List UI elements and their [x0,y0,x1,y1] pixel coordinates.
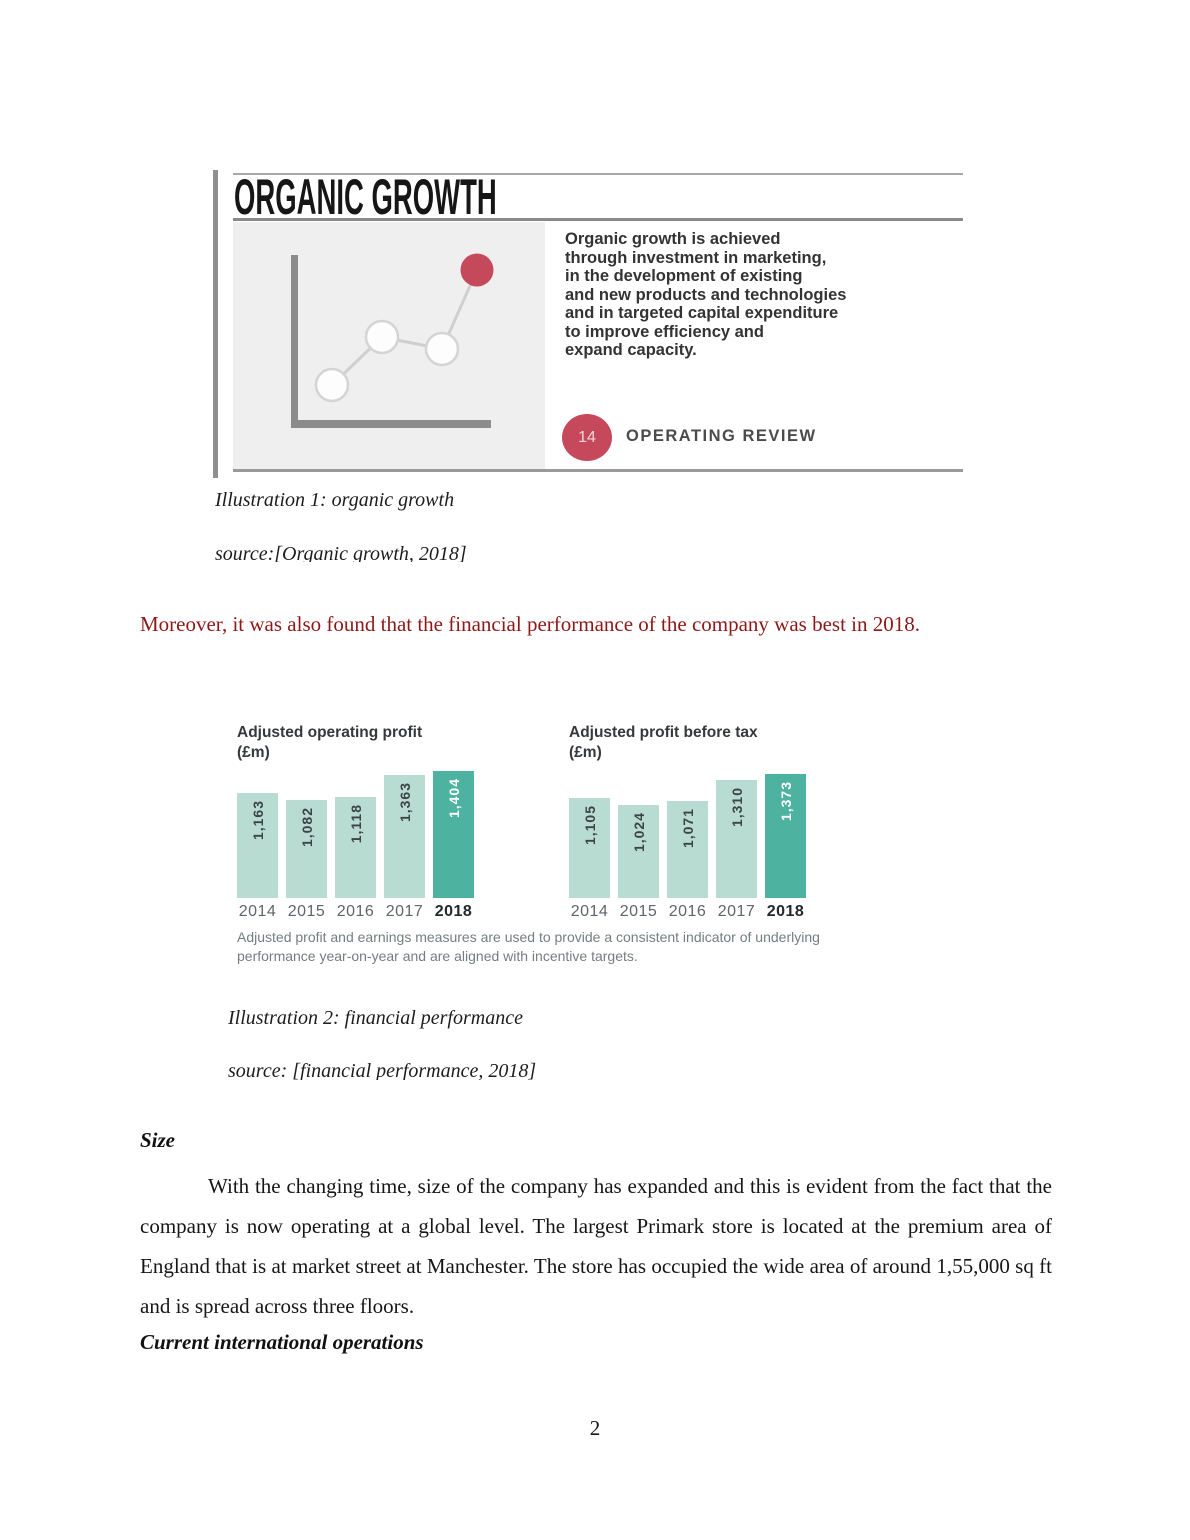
data-point-2 [364,319,400,355]
red-note: Moreover, it was also found that the fin… [140,612,921,636]
figure-bottom-rule [233,469,963,472]
figure-description: Organic growth is achieved through inves… [565,230,847,359]
page-badge: 14 [562,414,612,461]
bar-value-label: 1,404 [445,778,462,819]
axis-label-2018: 2018 [434,903,473,920]
illustration1-source-clipped: source:[Organic growth, 2018] [215,543,615,562]
operating-review-label: OPERATING REVIEW [626,427,817,445]
bar-2015: 1,082 [286,800,327,898]
chart-adjusted-operating-profit: Adjusted operating profit (£m) 1,163 1,08… [237,723,487,923]
axis-label-2014: 2014 [570,903,609,920]
bar-2016: 1,071 [667,801,708,898]
bar-value-label: 1,105 [581,805,598,846]
axis-label-2017: 2017 [385,903,424,920]
illustration1-source: source:[Organic growth, 2018] [215,543,467,562]
axis-label-2015: 2015 [287,903,326,920]
bar-value-label: 1,163 [249,800,266,841]
page-badge-number: 14 [578,428,596,446]
figure-title: ORGANIC GROWTH [234,169,497,225]
illustration2-caption: Illustration 2: financial performance [228,1007,523,1029]
figure-top-rule [233,173,963,175]
chart-bars: 1,105 1,024 1,071 1,310 1,373 [569,771,814,898]
chart-bars: 1,163 1,082 1,118 1,363 1,404 [237,771,482,898]
bar-value-label: 1,082 [298,807,315,848]
axis-label-2016: 2016 [336,903,375,920]
axis-label-2018: 2018 [766,903,805,920]
chart-x-axis: 2014 2015 2016 2017 2018 [237,903,482,923]
chart-x-axis: 2014 2015 2016 2017 2018 [569,903,814,923]
bar-value-label: 1,373 [777,781,794,822]
bar-value-label: 1,363 [396,782,413,823]
bar-2016: 1,118 [335,797,376,898]
growth-chart-illustration [291,253,494,428]
axis-label-2014: 2014 [238,903,277,920]
data-point-highlight [460,253,494,287]
bar-2018: 1,404 [433,771,474,898]
illustration1-caption: Illustration 1: organic growth [215,489,455,511]
axis-label-2016: 2016 [668,903,707,920]
bar-2017: 1,310 [716,780,757,898]
bar-value-label: 1,024 [630,812,647,853]
bar-2015: 1,024 [618,805,659,898]
chart-footnote: Adjusted profit and earnings measures ar… [237,929,820,964]
figure-financial-performance: Adjusted operating profit (£m) 1,163 1,08… [237,723,877,973]
illustration2-source-clipped: source: [financial performance, 2018] [228,1060,668,1080]
heading-size: Size [140,1128,176,1152]
chart-adjusted-profit-before-tax: Adjusted profit before tax (£m) 1,105 1,0… [569,723,819,923]
axis-label-2015: 2015 [619,903,658,920]
chart-title: Adjusted operating profit (£m) [237,724,423,761]
data-point-3 [424,331,460,367]
bar-value-label: 1,118 [347,804,364,844]
heading-current-international-operations: Current international operations [140,1330,424,1354]
bar-value-label: 1,310 [728,787,745,828]
growth-chart-panel [233,222,545,472]
data-point-1 [314,367,350,403]
illustration2-source: source: [financial performance, 2018] [228,1060,537,1080]
chart-title: Adjusted profit before tax (£m) [569,724,758,761]
figure-title-rule [233,218,963,221]
bar-2017: 1,363 [384,775,425,898]
axis-label-2017: 2017 [717,903,756,920]
bar-2018: 1,373 [765,774,806,898]
bar-2014: 1,163 [237,793,278,898]
figure-left-rule [213,170,218,478]
body-paragraph: With the changing time, size of the comp… [140,1174,1052,1318]
bar-value-label: 1,071 [679,808,696,849]
bar-2014: 1,105 [569,798,610,898]
page-number: 2 [589,1416,601,1440]
figure-organic-growth: ORGANIC GROWTH Organic growth is achieve… [213,170,963,478]
